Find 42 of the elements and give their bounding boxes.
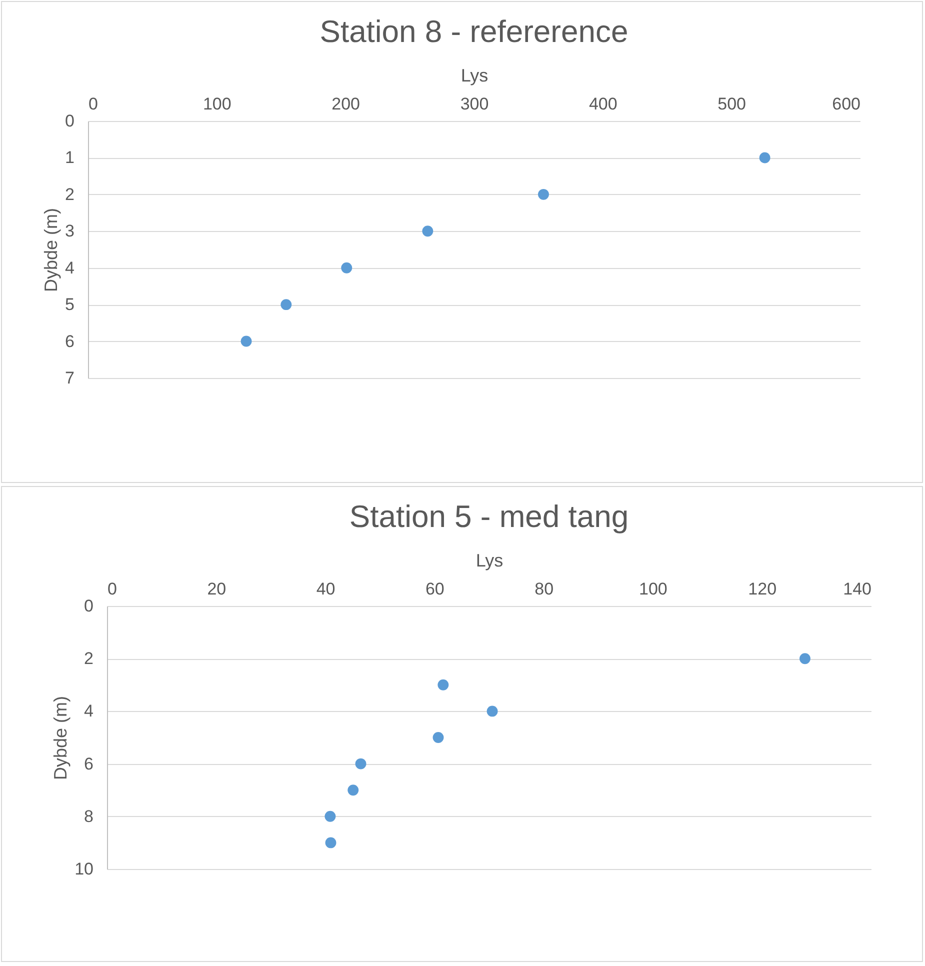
point: [438, 679, 449, 690]
x-tick-label: 20: [207, 580, 226, 598]
x-axis-title: Lys: [476, 550, 504, 570]
x-tick-label: 80: [534, 580, 554, 598]
y-tick-label: 6: [65, 332, 74, 351]
y-tick-label: 4: [65, 258, 74, 278]
x-tick-label: 300: [460, 94, 489, 114]
y-axis-title: Dybde (m): [50, 696, 71, 780]
y-tick-label: 3: [65, 222, 74, 241]
y-tick-label: 4: [84, 702, 94, 721]
x-tick-label: 500: [718, 94, 746, 114]
x-tick-label: 120: [748, 580, 777, 598]
y-tick-label: 5: [65, 295, 74, 314]
point: [348, 784, 359, 796]
y-tick-label: 6: [84, 754, 94, 774]
x-tick-label: 600: [832, 94, 860, 114]
y-tick-label: 1: [65, 148, 74, 168]
y-tick-label: 0: [65, 112, 74, 130]
x-axis-title: Lys: [460, 66, 488, 86]
point: [324, 810, 336, 822]
y-tick-label: 0: [84, 596, 94, 616]
chart-title: Station 8 - refererence: [320, 14, 628, 49]
y-tick-label: 7: [65, 368, 74, 388]
x-tick-label: 200: [332, 94, 360, 114]
point: [355, 758, 366, 770]
point: [799, 653, 810, 664]
x-tick-label: 400: [588, 94, 618, 114]
x-tick-label: 40: [316, 580, 336, 598]
chart-title: Station 5 - med tang: [349, 499, 629, 534]
x-tick-label: 0: [108, 580, 117, 598]
point: [325, 837, 336, 848]
x-tick-label: 100: [202, 94, 232, 114]
y-tick-label: 10: [74, 860, 94, 878]
x-tick-label: 100: [639, 580, 668, 598]
x-tick-label: 60: [425, 580, 444, 598]
y-tick-label: 2: [65, 184, 74, 204]
y-tick-label: 8: [84, 806, 94, 826]
x-tick-label: 140: [843, 580, 872, 598]
point: [432, 732, 444, 743]
point: [486, 706, 498, 717]
y-tick-label: 2: [84, 649, 94, 668]
y-axis-title: Dybde (m): [41, 208, 62, 292]
